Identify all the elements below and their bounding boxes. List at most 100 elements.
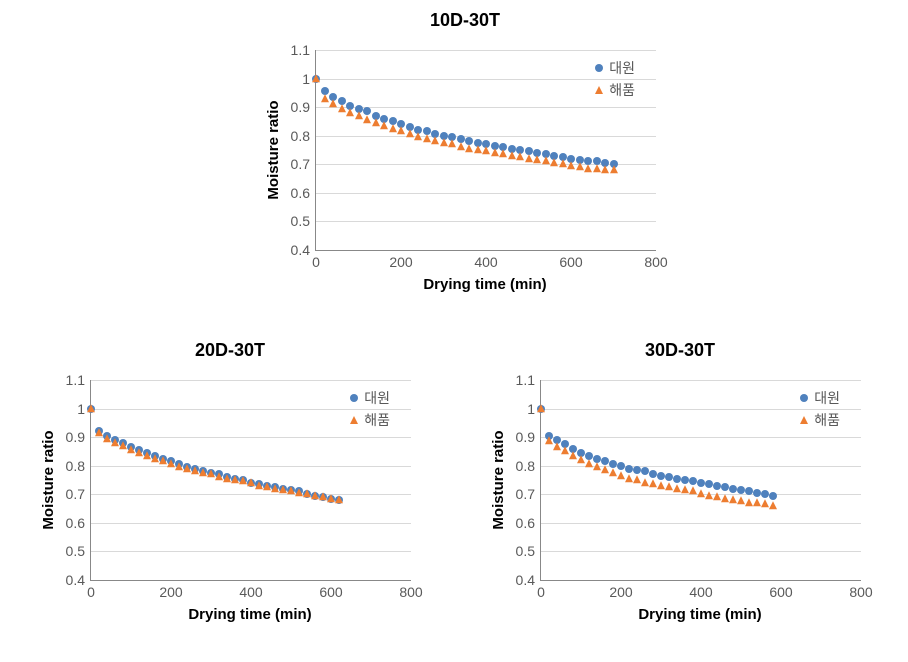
y-axis-label: Moisture ratio (265, 100, 282, 199)
data-point-haepum (457, 142, 465, 150)
data-point-daewon (665, 473, 673, 481)
data-point-haepum (448, 139, 456, 147)
data-point-haepum (705, 491, 713, 499)
data-point-haepum (625, 474, 633, 482)
data-point-haepum (223, 474, 231, 482)
data-point-haepum (380, 121, 388, 129)
legend-label: 해품 (609, 80, 635, 100)
data-point-haepum (167, 459, 175, 467)
legend-item-haepum: 해품 (800, 410, 840, 430)
y-tick-label: 0.5 (516, 543, 541, 559)
data-point-daewon (705, 480, 713, 488)
data-point-haepum (553, 442, 561, 450)
y-axis-label: Moisture ratio (40, 430, 57, 529)
data-point-haepum (525, 154, 533, 162)
data-point-haepum (183, 464, 191, 472)
data-point-haepum (191, 467, 199, 475)
data-point-haepum (617, 471, 625, 479)
data-point-haepum (312, 74, 320, 82)
y-tick-label: 0.8 (291, 128, 316, 144)
data-point-haepum (231, 475, 239, 483)
data-point-haepum (329, 99, 337, 107)
data-point-haepum (657, 481, 665, 489)
data-point-haepum (363, 115, 371, 123)
data-point-haepum (516, 152, 524, 160)
data-point-haepum (287, 487, 295, 495)
gridline (541, 551, 861, 552)
data-point-haepum (753, 498, 761, 506)
x-tick-label: 200 (389, 250, 412, 270)
x-tick-label: 200 (609, 580, 632, 600)
data-point-haepum (321, 94, 329, 102)
legend-item-haepum: 해품 (595, 80, 635, 100)
data-point-haepum (319, 492, 327, 500)
x-axis-label: Drying time (min) (315, 276, 655, 293)
data-point-daewon (769, 492, 777, 500)
data-point-haepum (545, 437, 553, 445)
data-point-haepum (533, 155, 541, 163)
data-point-daewon (745, 487, 753, 495)
data-point-haepum (87, 404, 95, 412)
chart-30d-30t: 30D-30T0.40.50.60.70.80.911.102004006008… (460, 340, 900, 650)
data-point-daewon (641, 467, 649, 475)
gridline (316, 50, 656, 51)
data-point-daewon (657, 472, 665, 480)
data-point-haepum (729, 495, 737, 503)
data-point-haepum (263, 482, 271, 490)
gridline (541, 437, 861, 438)
data-point-haepum (338, 104, 346, 112)
data-point-haepum (601, 165, 609, 173)
circle-icon (800, 394, 808, 402)
x-tick-label: 0 (537, 580, 545, 600)
data-point-haepum (175, 462, 183, 470)
legend-label: 대원 (814, 388, 840, 408)
data-point-haepum (491, 148, 499, 156)
x-tick-label: 0 (312, 250, 320, 270)
data-point-haepum (649, 479, 657, 487)
data-point-haepum (247, 478, 255, 486)
legend: 대원해품 (595, 58, 635, 102)
data-point-haepum (769, 501, 777, 509)
data-point-haepum (95, 428, 103, 436)
data-point-haepum (482, 147, 490, 155)
data-point-haepum (576, 162, 584, 170)
legend-label: 대원 (364, 388, 390, 408)
chart-10d-30t: 10D-30T0.40.50.60.70.80.911.102004006008… (230, 10, 700, 310)
data-point-haepum (423, 134, 431, 142)
legend-label: 대원 (609, 58, 635, 78)
data-point-haepum (593, 462, 601, 470)
data-point-haepum (151, 454, 159, 462)
data-point-haepum (143, 451, 151, 459)
gridline (91, 466, 411, 467)
data-point-haepum (311, 491, 319, 499)
data-point-haepum (713, 492, 721, 500)
x-tick-label: 800 (399, 580, 422, 600)
data-point-haepum (346, 108, 354, 116)
data-point-daewon (721, 483, 729, 491)
x-tick-label: 600 (769, 580, 792, 600)
data-point-haepum (561, 447, 569, 455)
data-point-daewon (681, 476, 689, 484)
data-point-daewon (633, 466, 641, 474)
data-point-haepum (255, 481, 263, 489)
chart-grid: 10D-30T0.40.50.60.70.80.911.102004006008… (0, 0, 908, 662)
data-point-haepum (207, 469, 215, 477)
gridline (316, 136, 656, 137)
data-point-haepum (389, 124, 397, 132)
x-tick-label: 0 (87, 580, 95, 600)
data-point-haepum (440, 138, 448, 146)
data-point-haepum (585, 459, 593, 467)
data-point-haepum (542, 157, 550, 165)
y-tick-label: 0.6 (516, 515, 541, 531)
x-axis-label: Drying time (min) (540, 606, 860, 623)
legend-item-daewon: 대원 (350, 388, 390, 408)
legend-label: 해품 (814, 410, 840, 430)
gridline (541, 523, 861, 524)
triangle-icon (800, 416, 808, 424)
data-point-haepum (681, 485, 689, 493)
data-point-daewon (753, 489, 761, 497)
data-point-haepum (499, 149, 507, 157)
data-point-daewon (761, 490, 769, 498)
circle-icon (595, 64, 603, 72)
chart-20d-30t: 20D-30T0.40.50.60.70.80.911.102004006008… (10, 340, 450, 650)
